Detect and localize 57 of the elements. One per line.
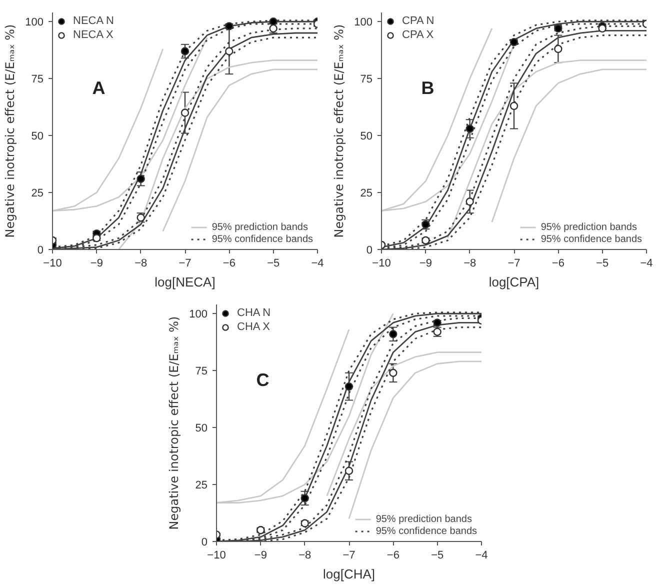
x-tick-label: −8 <box>464 258 476 270</box>
legend-label: 95% prediction bands <box>540 221 637 233</box>
x-tick-label: −6 <box>386 550 400 562</box>
y-tick-label: 50 <box>31 130 44 143</box>
legend-label: 95% confidence bands <box>540 233 642 245</box>
y-tick-label: 0 <box>201 536 208 548</box>
y-tick-label: 100 <box>25 16 44 29</box>
x-tick-label: −10 <box>207 550 226 562</box>
legend-label: CHA N <box>237 306 271 320</box>
annotation: A <box>92 78 106 98</box>
y-tick-label: 100 <box>189 308 208 321</box>
y-tick-label: 25 <box>195 480 208 492</box>
x-tick-label: −7 <box>342 550 356 562</box>
y-axis-title: Negative inotropic effect (E/Eₘₐₓ %) <box>3 24 18 238</box>
x-tick-label: −4 <box>311 258 324 270</box>
annotation: C <box>256 370 270 390</box>
x-tick-label: −6 <box>222 258 236 270</box>
y-axis-title: Negative inotropic effect (E/Eₘₐₓ %) <box>332 24 346 238</box>
x-tick-label: −10 <box>43 258 62 270</box>
legend-label: 95% prediction bands <box>376 513 472 525</box>
y-axis-title: Negative inotropic effect (E/Eₘₐₓ %) <box>167 316 182 530</box>
y-tick-label: 75 <box>195 366 208 378</box>
x-axis-title: log[CPA] <box>488 274 540 290</box>
y-tick-label: 25 <box>31 188 44 200</box>
x-tick-label: −6 <box>552 258 564 270</box>
y-tick-label: 0 <box>366 244 373 256</box>
legend-label: 95% prediction bands <box>212 221 308 233</box>
x-axis-title: log[NECA] <box>154 274 216 290</box>
y-tick-label: 75 <box>360 74 373 86</box>
x-tick-label: −9 <box>419 258 432 270</box>
x-tick-label: −9 <box>254 550 267 562</box>
x-tick-label: −7 <box>508 258 520 270</box>
legend-label: CPA X <box>402 28 434 42</box>
x-tick-label: −9 <box>90 258 103 270</box>
annotation: B <box>421 78 434 98</box>
x-tick-label: −8 <box>134 258 148 270</box>
y-tick-label: 75 <box>31 74 44 86</box>
legend-label: CPA N <box>402 14 434 28</box>
y-tick-label: 25 <box>360 188 373 200</box>
x-tick-label: −10 <box>372 258 391 270</box>
legend-label: 95% confidence bands <box>376 525 477 537</box>
x-tick-label: −7 <box>178 258 192 270</box>
y-tick-label: 0 <box>37 244 44 256</box>
x-tick-label: −5 <box>431 550 444 562</box>
legend-label: CHA X <box>237 320 270 334</box>
x-tick-label: −5 <box>596 258 609 270</box>
x-tick-label: −4 <box>640 258 653 270</box>
legend-label: NECA X <box>73 28 114 42</box>
x-axis-title: log[CHA] <box>322 566 376 582</box>
x-tick-label: −8 <box>298 550 312 562</box>
x-tick-label: −5 <box>267 258 280 270</box>
y-tick-label: 100 <box>354 16 373 29</box>
x-tick-label: −4 <box>475 550 488 562</box>
legend-label: NECA N <box>73 14 114 28</box>
legend-label: 95% confidence bands <box>212 233 313 245</box>
y-tick-label: 50 <box>195 422 208 435</box>
y-tick-label: 50 <box>360 130 373 143</box>
